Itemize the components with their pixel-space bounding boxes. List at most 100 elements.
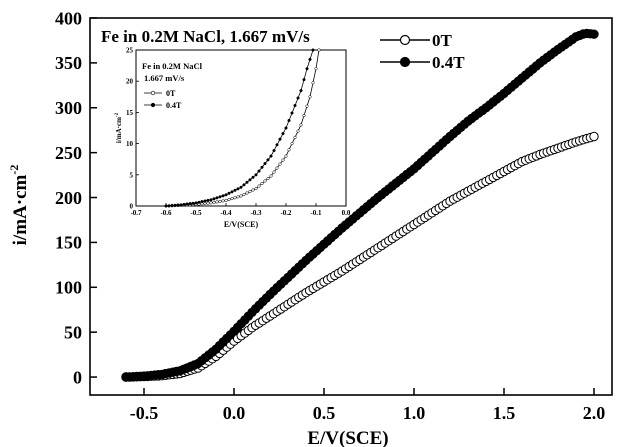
main-y-tick-label: 50	[64, 322, 82, 342]
inset-point-0t	[221, 199, 225, 203]
main-legend-entry-0t: 0T	[380, 31, 453, 50]
inset-legend-label-0t: 0T	[166, 89, 176, 98]
inset-point-0t	[275, 166, 279, 170]
inset-point-04t	[203, 199, 207, 203]
main-x-tick-label: -0.5	[130, 403, 159, 423]
main-plot-frame	[89, 17, 613, 396]
inset-point-04t	[242, 183, 246, 187]
inset-x-tick-label: -0.2	[280, 209, 292, 217]
inset-point-04t	[293, 103, 297, 108]
inset-plot: -0.7 -0.6 -0.5 -0.4 -0.3 -0.2 -0.1 0.0 0 5 10 15 20 2…	[115, 46, 351, 229]
main-y-tick-label: 100	[55, 278, 82, 298]
inset-point-04t	[227, 191, 231, 195]
inset-x-tick-label: -0.5	[190, 209, 202, 217]
main-x-tick-label: 2.0	[583, 403, 606, 423]
inset-point-0t	[302, 113, 306, 118]
inset-legend-marker-04t	[150, 102, 156, 108]
inset-point-0t	[215, 200, 219, 204]
main-legend: 0T 0.4T	[380, 31, 465, 72]
inset-ticks: -0.7 -0.6 -0.5 -0.4 -0.3 -0.2 -0.1 0.0 0 5 10 15 20 2…	[126, 46, 351, 217]
inset-y-tick-label: 25	[126, 46, 134, 54]
inset-data-marks	[164, 48, 321, 208]
inset-point-04t	[284, 126, 288, 130]
main-legend-marker-04t	[399, 56, 411, 68]
inset-point-04t	[257, 169, 261, 173]
main-x-tick-label: 0.5	[313, 403, 336, 423]
inset-point-04t	[272, 148, 276, 153]
inset-y-tick-label: 15	[126, 109, 134, 117]
inset-point-04t	[236, 187, 240, 191]
inset-point-0t	[314, 67, 318, 71]
inset-x-tick-label: 0.0	[342, 209, 351, 217]
inset-point-04t	[299, 89, 303, 93]
inset-x-tick-label: -0.3	[250, 209, 262, 217]
inset-point-0t	[305, 104, 309, 108]
inset-point-0t	[236, 195, 240, 199]
inset-point-0t	[242, 192, 246, 197]
inset-legend-marker-0t	[150, 90, 156, 96]
inset-point-04t	[251, 175, 255, 179]
inset-point-04t	[197, 200, 201, 204]
main-legend-entry-04t: 0.4T	[380, 53, 465, 72]
inset-point-0t	[230, 197, 234, 201]
main-point-04t	[589, 29, 599, 39]
main-legend-marker-0t	[399, 34, 411, 46]
inset-legend-entry-0t: 0T	[144, 89, 176, 98]
inset-point-04t	[176, 203, 180, 207]
inset-y-axis-label: i/mA·cm-2	[115, 112, 123, 143]
inset-x-axis-label: E/V(SCE)	[224, 220, 259, 229]
inset-x-tick-label: -0.1	[310, 209, 322, 217]
inset-point-04t	[185, 202, 189, 206]
inset-point-0t	[311, 81, 315, 85]
inset-point-04t	[167, 204, 171, 208]
inset-point-04t	[173, 203, 177, 207]
inset-point-04t	[260, 165, 264, 169]
main-y-axis-label-sup: -2	[7, 165, 21, 175]
inset-point-0t	[272, 170, 276, 174]
inset-point-0t	[263, 179, 267, 183]
inset-point-0t	[296, 129, 300, 133]
main-y-tick-label: 300	[55, 98, 82, 118]
main-x-axis-label: E/V(SCE)	[307, 428, 388, 447]
inset-point-04t	[269, 154, 273, 158]
inset-y-tick-label: 0	[130, 202, 134, 210]
inset-point-0t	[284, 154, 288, 158]
inset-point-04t	[230, 190, 234, 194]
inset-point-04t	[263, 162, 267, 166]
main-data-marks	[121, 28, 599, 382]
inset-point-0t	[257, 184, 261, 188]
inset-legend: 0T 0.4T	[144, 89, 182, 110]
inset-chart-title: Fe in 0.2M NaCl	[142, 61, 203, 71]
inset-y-tick-label: 5	[130, 171, 134, 179]
inset-point-0t	[245, 191, 249, 195]
inset-point-04t	[164, 204, 168, 208]
inset-legend-label-04t: 0.4T	[166, 101, 182, 110]
inset-point-0t	[269, 174, 273, 178]
main-y-tick-label: 250	[55, 143, 82, 163]
inset-point-0t	[248, 189, 252, 194]
inset-point-04t	[194, 201, 198, 205]
inset-point-04t	[290, 111, 294, 115]
inset-point-04t	[302, 78, 306, 82]
inset-point-04t	[191, 201, 195, 205]
main-point-0t	[589, 131, 599, 142]
inset-point-04t	[218, 195, 222, 199]
inset-point-0t	[227, 197, 231, 202]
inset-point-0t	[239, 194, 243, 198]
inset-x-tick-label: -0.7	[130, 209, 142, 217]
inset-point-0t	[260, 181, 264, 186]
inset-point-0t	[290, 142, 294, 146]
inset-y-tick-label: 20	[126, 78, 134, 86]
main-chart-title: Fe in 0.2M NaCl, 1.667 mV/s	[101, 27, 310, 46]
inset-point-0t	[254, 186, 258, 191]
inset-y-axis-label-text: i/mA·cm	[115, 117, 123, 143]
inset-point-0t	[293, 135, 297, 139]
inset-point-0t	[209, 201, 213, 205]
inset-point-04t	[233, 188, 237, 192]
inset-point-04t	[281, 132, 285, 136]
inset-point-0t	[251, 188, 255, 192]
inset-point-04t	[215, 196, 219, 200]
inset-point-04t	[200, 200, 204, 204]
inset-x-tick-label: -0.4	[220, 209, 232, 217]
